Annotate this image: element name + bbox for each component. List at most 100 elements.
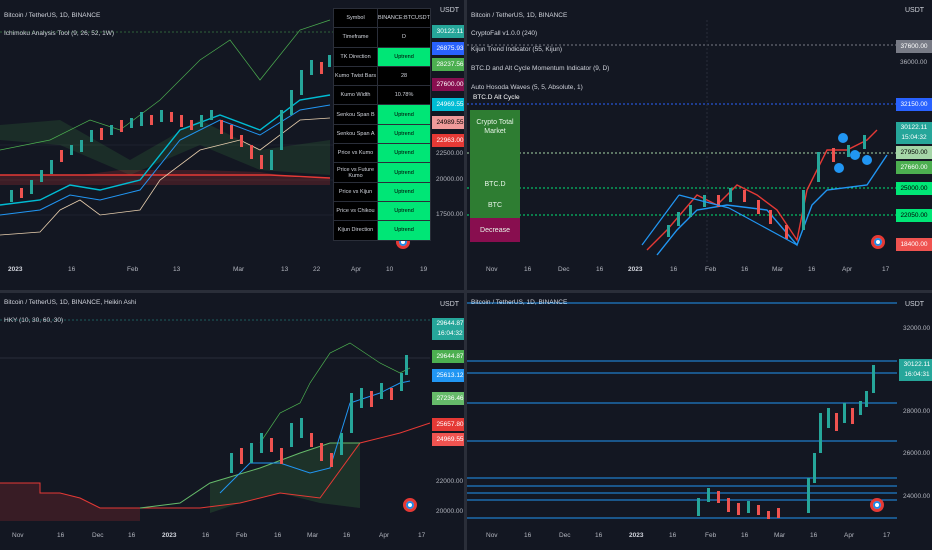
x-axis-label: 16: [741, 266, 749, 273]
x-axis-label: Mar: [772, 266, 784, 273]
currency-label: USDT: [440, 301, 460, 308]
x-axis-label: 17: [883, 532, 891, 539]
x-axis-label: Nov: [486, 266, 498, 273]
pane-divider-vertical[interactable]: [464, 0, 467, 550]
price-tag: 25000.00: [896, 182, 932, 195]
price-tag-last: 30122.11 16:04:31: [899, 359, 932, 381]
x-axis-label: Apr: [351, 266, 362, 273]
pane-heikin-ashi[interactable]: Bitcoin / TetherUS, 1D, BINANCE, Heikin …: [0, 293, 464, 550]
x-axis-label: Apr: [844, 532, 855, 539]
x-axis-label: Feb: [236, 532, 248, 539]
cycle-box-btc-d: BTC.D: [470, 175, 520, 195]
pane1-indicator[interactable]: Ichimoku Analysis Tool (9, 26, 52, 1W): [4, 30, 115, 37]
currency-label: USDT: [440, 7, 460, 14]
currency-label: USDT: [905, 301, 925, 308]
cycle-label: BTC.D Alt Cycle: [473, 94, 520, 101]
y-axis-label: 26000.00: [903, 450, 931, 457]
x-axis-label: Mar: [233, 266, 245, 273]
price-tag: 28237.56: [432, 58, 464, 71]
y-axis-label: 24000.00: [903, 493, 931, 500]
x-axis-label: 16: [810, 532, 818, 539]
price-tag-last: 29644.87 16:04:32: [432, 318, 464, 340]
cycle-box-decrease: Decrease: [470, 218, 520, 242]
price-tag: 25613.12: [432, 369, 464, 382]
price-tag: 25657.80: [432, 418, 464, 431]
x-axis-label: Apr: [379, 532, 390, 539]
x-axis-label: 16: [274, 532, 282, 539]
candles: [10, 55, 331, 202]
pane-ichimoku[interactable]: Bitcoin / TetherUS, 1D, BINANCE Ichimoku…: [0, 0, 464, 290]
pane2-indicator[interactable]: BTC.D and Alt Cycle Momentum Indicator (…: [471, 65, 610, 72]
x-axis-label: 16: [524, 266, 532, 273]
pane-cycle[interactable]: Bitcoin / TetherUS, 1D, BINANCE CryptoFa…: [467, 0, 932, 290]
x-axis-label: 10: [386, 266, 394, 273]
price-tag: 24969.55: [432, 98, 464, 111]
pane3-indicator[interactable]: HKY (10, 30, 60, 30): [4, 317, 64, 324]
x-axis-label: Feb: [705, 266, 717, 273]
price-tag: 22050.00: [896, 209, 932, 222]
price-tag: 18400.00: [896, 238, 932, 251]
price-tag: 27950.00: [896, 146, 932, 159]
x-axis-label: Nov: [486, 532, 498, 539]
pane2-indicator[interactable]: CryptoFall v1.0.0 (240): [471, 30, 538, 37]
price-tag: 27660.00: [896, 161, 932, 174]
pane3-title: Bitcoin / TetherUS, 1D, BINANCE, Heikin …: [4, 299, 137, 306]
candles: [697, 365, 875, 519]
x-axis-label: 16: [741, 532, 749, 539]
price-tag: 24969.55: [432, 433, 464, 446]
x-axis-label: 16: [595, 532, 603, 539]
price-tag: 27236.46: [432, 392, 464, 405]
x-axis-label: 16: [670, 266, 678, 273]
y-axis-label: 22500.00: [436, 150, 464, 157]
x-axis-label: 2023: [629, 532, 644, 539]
cycle-chart: [467, 20, 897, 262]
pane2-indicator[interactable]: Auto Hosoda Waves (5, 5, Absolute, 1): [471, 84, 583, 91]
ichimoku-chart: [0, 19, 430, 236]
x-axis-label: Mar: [774, 532, 786, 539]
y-axis-label: 28000.00: [903, 408, 931, 415]
replay-icon[interactable]: [871, 235, 885, 249]
pane2-title: Bitcoin / TetherUS, 1D, BINANCE: [471, 12, 568, 19]
price-tag: 22963.00: [432, 134, 464, 147]
x-axis-label: 13: [281, 266, 289, 273]
currency-label: USDT: [905, 7, 925, 14]
x-axis-label: 17: [418, 532, 426, 539]
x-axis-label: Nov: [12, 532, 24, 539]
pane-support-resistance[interactable]: Bitcoin / TetherUS, 1D, BINANCE USDT 320…: [467, 293, 932, 550]
y-axis-label: 22000.00: [436, 478, 464, 485]
x-axis-label: 16: [57, 532, 65, 539]
hky-chart: [0, 319, 431, 521]
price-tag: 27600.00: [432, 78, 464, 91]
ichimoku-analysis-table: Symbol BINANCE:BTCUSDT Timeframe D TK Dire…: [332, 7, 431, 241]
pane1-title: Bitcoin / TetherUS, 1D, BINANCE: [4, 12, 101, 19]
price-tag: 26875.93: [432, 42, 464, 55]
replay-icon[interactable]: [870, 498, 884, 512]
x-axis-label: 16: [128, 532, 136, 539]
x-axis-label: Dec: [558, 266, 570, 273]
price-tag: 29644.87: [432, 350, 464, 363]
x-axis-label: 16: [202, 532, 210, 539]
price-tag: 24989.55: [432, 116, 464, 129]
x-axis-label: 16: [596, 266, 604, 273]
pane2-indicator[interactable]: Kijun Trend Indicator (55, Kijun): [471, 46, 563, 53]
y-axis-label: 20000.00: [436, 508, 464, 515]
x-axis-label: 16: [669, 532, 677, 539]
cycle-box-btc: BTC: [470, 195, 520, 218]
price-tag: 37600.00: [896, 40, 932, 53]
pane-divider-horizontal[interactable]: [0, 290, 932, 293]
x-axis-label: Feb: [705, 532, 717, 539]
levels-chart: [467, 302, 897, 519]
x-axis-label: 13: [173, 266, 181, 273]
price-tag-last: 30122.11 15:04:32: [896, 122, 932, 144]
x-axis-label: 17: [882, 266, 890, 273]
candles: [667, 135, 866, 239]
candles: [230, 355, 408, 473]
x-axis-label: 16: [68, 266, 76, 273]
y-axis-label: 17500.00: [436, 211, 464, 218]
x-axis-label: Apr: [842, 266, 853, 273]
price-tag: 32150.00: [896, 98, 932, 111]
replay-icon[interactable]: [403, 498, 417, 512]
y-axis-label: 36000.00: [900, 59, 928, 66]
cycle-box-crypto-total: Crypto Total Market: [470, 110, 520, 175]
x-axis-label: 2023: [8, 266, 23, 273]
